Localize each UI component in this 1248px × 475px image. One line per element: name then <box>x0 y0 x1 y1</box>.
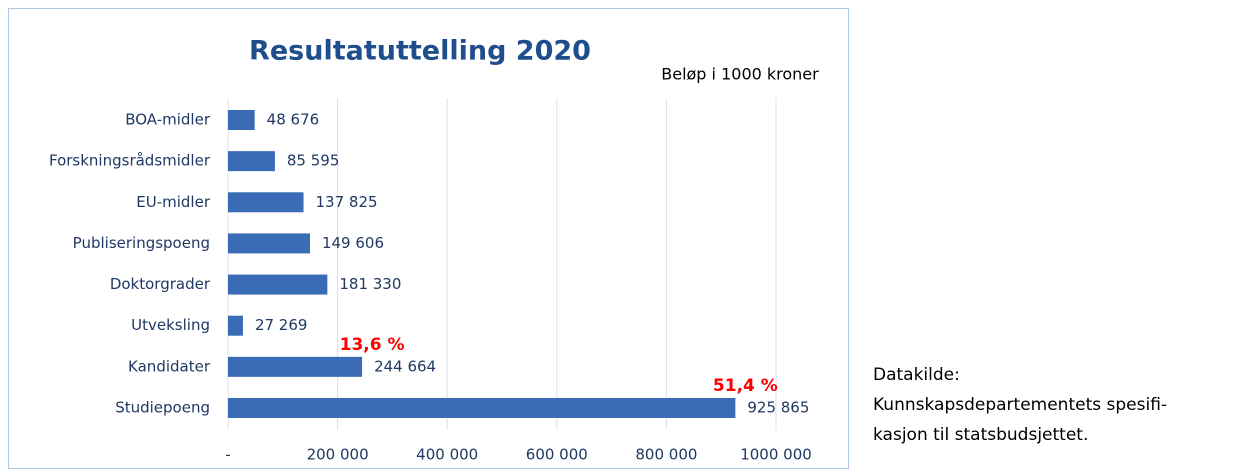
value-label: 244 664 <box>374 357 436 375</box>
x-tick-label: - <box>225 446 230 464</box>
x-tick-label: 400 000 <box>416 446 478 464</box>
bar <box>228 192 304 213</box>
unit-note: Beløp i 1000 kroner <box>661 65 819 84</box>
percent-label: 13,6 % <box>340 335 405 355</box>
bar <box>228 274 328 295</box>
y-tick-label: BOA-midler <box>125 111 211 129</box>
y-tick-label: Utveksling <box>131 316 210 334</box>
bar <box>228 356 363 377</box>
value-label: 27 269 <box>255 316 308 334</box>
bar <box>228 151 275 172</box>
source-note: Datakilde: Kunnskapsdepartementets spesif… <box>873 365 1167 445</box>
bar <box>228 233 310 254</box>
value-label: 149 606 <box>322 234 384 252</box>
x-tick-label: 600 000 <box>526 446 588 464</box>
bar <box>228 315 243 336</box>
bar <box>228 110 255 130</box>
y-tick-label: Kandidater <box>128 357 211 375</box>
value-label: 48 676 <box>267 111 320 129</box>
value-label: 85 595 <box>287 152 340 170</box>
x-tick-label: 200 000 <box>307 446 369 464</box>
source-line: kasjon til statsbudsjettet. <box>873 425 1088 445</box>
value-label: 925 865 <box>747 398 809 416</box>
percent-label: 51,4 % <box>713 376 778 396</box>
y-tick-label: Studiepoeng <box>115 398 210 416</box>
source-line: Datakilde: <box>873 365 960 385</box>
value-label: 181 330 <box>339 275 401 293</box>
y-tick-label: Publiseringspoeng <box>73 234 210 252</box>
bar <box>228 397 736 418</box>
x-tick-label: 1000 000 <box>740 446 812 464</box>
y-tick-label: Doktorgrader <box>110 275 211 293</box>
chart-title: Resultatuttelling 2020 <box>249 36 591 67</box>
x-tick-label: 800 000 <box>635 446 697 464</box>
y-tick-label: EU-midler <box>136 193 211 211</box>
value-label: 137 825 <box>316 193 378 211</box>
chart-frame <box>8 8 849 469</box>
source-line: Kunnskapsdepartementets spesifi- <box>873 395 1167 415</box>
y-tick-label: Forskningsrådsmidler <box>49 152 211 170</box>
